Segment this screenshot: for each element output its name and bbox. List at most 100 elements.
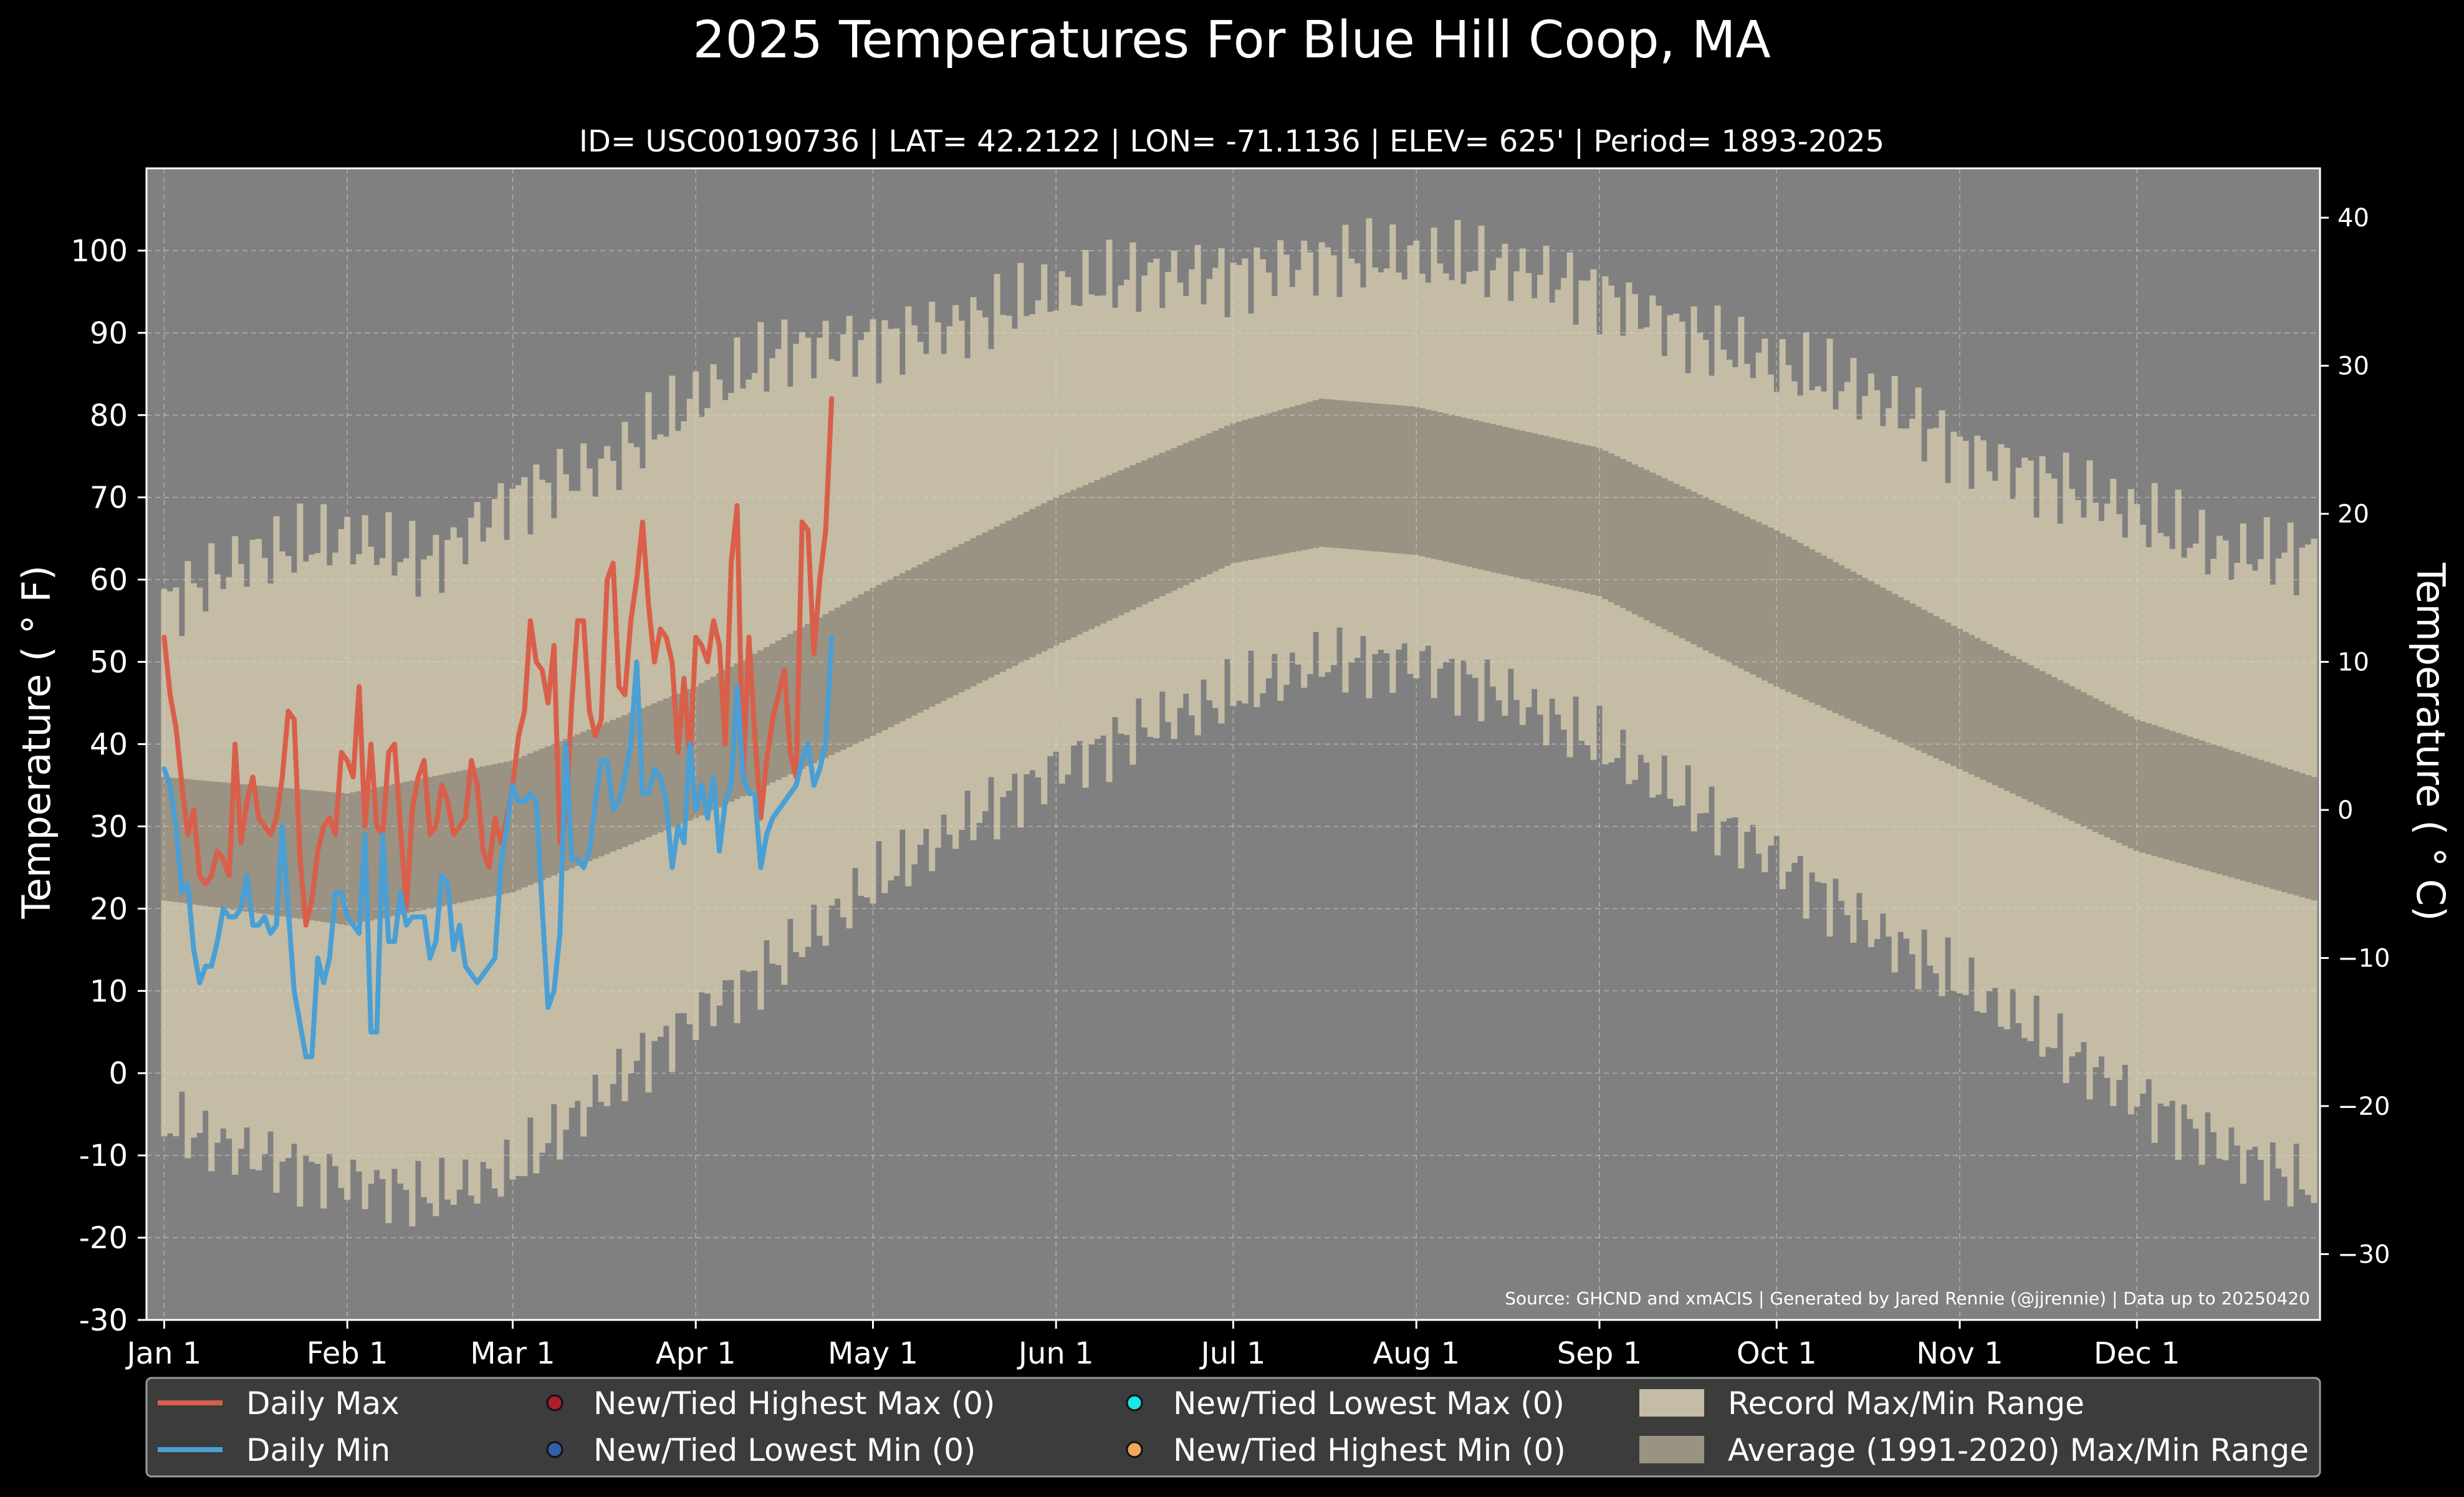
normal-range-bar — [1743, 516, 1750, 671]
normal-range-bar — [2311, 777, 2318, 901]
legend: Daily Max Daily Min New/Tied Highest Max (… — [145, 1377, 2321, 1478]
normal-range-bar — [178, 778, 185, 903]
normal-range-bar — [373, 787, 380, 920]
normal-range-bar — [2010, 656, 2016, 794]
normal-range-bar — [1921, 610, 1928, 753]
normal-range-bar — [663, 698, 669, 830]
normal-range-bar — [249, 785, 256, 913]
normal-range-bar — [1289, 407, 1296, 552]
normal-range-bar — [934, 556, 941, 704]
normal-range-bar — [2092, 698, 2099, 832]
normal-range-bar — [1578, 444, 1585, 592]
normal-range-bar — [497, 763, 504, 895]
y2-tick-label: 20 — [2337, 500, 2369, 529]
normal-range-bar — [302, 789, 309, 920]
normal-range-bar — [1070, 489, 1077, 637]
normal-range-bar — [1366, 402, 1373, 551]
normal-range-bar — [745, 657, 752, 794]
normal-range-bar — [1082, 484, 1089, 632]
normal-range-bar — [290, 788, 297, 918]
normal-range-bar — [734, 663, 741, 799]
normal-range-bar — [1862, 578, 1869, 726]
normal-range-bar — [881, 582, 888, 730]
normal-range-bar — [486, 765, 492, 897]
normal-range-bar — [817, 617, 823, 761]
normal-range-bar — [1017, 514, 1024, 663]
normal-range-bar — [923, 561, 929, 710]
normal-range-bar — [1655, 475, 1662, 627]
normal-range-bar — [403, 781, 410, 913]
x-tick-label: Mar 1 — [470, 1336, 555, 1371]
normal-range-bar — [1111, 473, 1119, 619]
normal-range-bar — [2305, 775, 2312, 899]
normal-range-bar — [1165, 450, 1172, 594]
normal-range-bar — [1283, 408, 1290, 554]
legend-item-new-tied-lowest-max-0-swatch — [1126, 1394, 1143, 1412]
legend-item-new-tied-lowest-max-0-label: New/Tied Lowest Max (0) — [1173, 1385, 1565, 1422]
normal-range-bar — [1755, 522, 1762, 678]
normal-range-bar — [1945, 622, 1952, 764]
normal-range-bar — [1708, 500, 1715, 653]
normal-range-bar — [781, 637, 788, 777]
chart-title: 2025 Temperatures For Blue Hill Coop, MA — [693, 11, 1770, 70]
normal-range-bar — [1123, 468, 1130, 613]
series-line-daily-min — [161, 635, 835, 1059]
normal-range-bar — [710, 676, 717, 811]
normal-range-bar — [1915, 607, 1922, 751]
y-tick-label: 0 — [108, 1056, 128, 1091]
normal-range-bar — [2086, 695, 2093, 829]
normal-range-bar — [952, 547, 959, 695]
normal-range-bar — [681, 691, 688, 823]
normal-range-bar — [716, 673, 723, 807]
normal-range-bar — [1212, 430, 1219, 572]
normal-range-bar — [255, 785, 262, 913]
normal-range-bar — [550, 744, 557, 876]
legend-item-average-1991-2020-max-min-range-label: Average (1991-2020) Max/Min Range — [1728, 1432, 2309, 1468]
normal-range-bar — [1779, 533, 1786, 690]
normal-range-bar — [1525, 432, 1532, 580]
normal-range-bar — [237, 784, 244, 911]
normal-range-bar — [1295, 405, 1302, 551]
normal-range-bar — [1023, 512, 1030, 660]
normal-range-bar — [1750, 519, 1757, 675]
normal-range-bar — [456, 771, 463, 903]
normal-range-bar — [887, 579, 894, 728]
normal-range-bar — [350, 792, 357, 924]
normal-range-bar — [1425, 409, 1432, 558]
normal-range-bar — [1330, 400, 1337, 548]
y2-axis-label: Temperature ( ° C) — [2408, 562, 2453, 922]
normal-range-bar — [616, 717, 623, 850]
normal-range-bar — [1614, 456, 1621, 605]
normal-range-bar — [1318, 398, 1325, 547]
normal-range-bar — [1549, 437, 1556, 586]
y-tick-label: 80 — [90, 398, 128, 433]
normal-range-bar — [1968, 635, 1975, 774]
normal-range-bar — [2068, 686, 2076, 821]
normal-range-bar — [834, 607, 841, 753]
normal-range-bar — [775, 640, 782, 780]
normal-range-bar — [846, 600, 853, 747]
normal-range-bar — [2175, 733, 2182, 863]
y-axis-right: −30 −20 −10 0 10 20 30 40 — [2320, 204, 2390, 1269]
normal-range-bar — [1637, 467, 1644, 617]
normal-range-bar — [2163, 729, 2170, 860]
normal-range-bar — [326, 792, 333, 923]
normal-range-bar — [2110, 707, 2117, 840]
normal-range-bar — [1797, 542, 1804, 698]
normal-range-bar — [798, 627, 805, 769]
normal-range-bar — [338, 792, 345, 925]
x-tick-label: May 1 — [828, 1336, 918, 1371]
normal-range-bar — [2222, 748, 2229, 876]
normal-range-bar — [1129, 465, 1136, 610]
y2-tick-label: 40 — [2337, 204, 2369, 233]
normal-range-bar — [1029, 509, 1036, 657]
normal-range-bar — [2151, 725, 2158, 856]
normal-range-bar — [2045, 674, 2052, 811]
normal-range-bar — [610, 720, 616, 852]
chart-subtitle: ID= USC00190736 | LAT= 42.2122 | LON= -7… — [579, 124, 1884, 159]
normal-range-bar — [964, 541, 971, 690]
normal-range-bar — [2139, 721, 2146, 853]
normal-range-bar — [309, 790, 315, 921]
normal-range-bar — [976, 535, 983, 684]
legend-item-record-max-min-range-swatch — [1639, 1389, 1704, 1417]
